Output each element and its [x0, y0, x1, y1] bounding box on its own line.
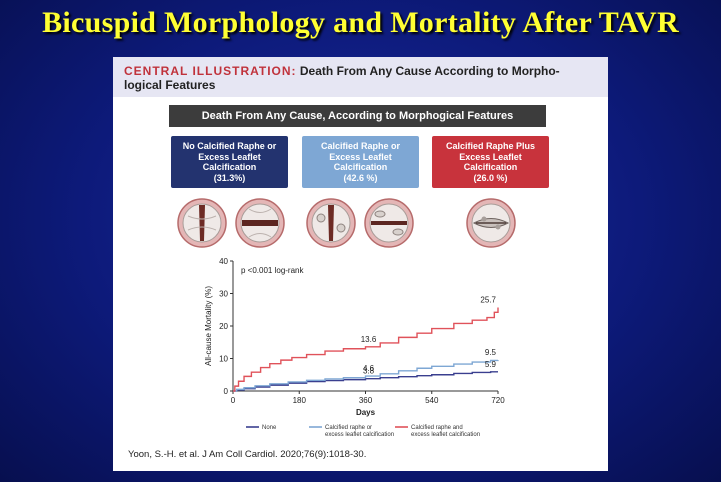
y-tick-label: 30 — [219, 290, 228, 299]
category-percent: (42.6 %) — [343, 172, 378, 183]
category-percent: (26.0 %) — [473, 172, 508, 183]
x-tick-label: 360 — [359, 396, 373, 405]
death-bar-title: Death From Any Cause, According to Morph… — [169, 105, 546, 127]
series-line — [233, 359, 499, 392]
valve-image — [466, 198, 516, 248]
category-line: Excess Leaflet — [329, 151, 392, 162]
illustration-heading: Death From Any Cause According to Morpho… — [124, 64, 560, 92]
valve-image — [364, 198, 414, 248]
data-label: 25.7 — [480, 295, 496, 304]
valve-image — [306, 198, 356, 248]
data-label: 13.6 — [361, 335, 377, 344]
citation: Yoon, S.-H. et al. J Am Coll Cardiol. 20… — [128, 449, 367, 460]
category-line: Calcified Raphe Plus — [445, 141, 536, 151]
y-axis-label: All-cause Mortality (%) — [204, 286, 213, 366]
data-labels: 3.8 5.9 4.6 9.5 13.6 25.7 — [361, 295, 497, 375]
legend-label: Calcified raphe and excess leaflet calcif… — [411, 425, 480, 438]
x-axis-label: Days — [356, 408, 376, 417]
series-lines — [233, 307, 499, 392]
series-line — [233, 307, 499, 392]
x-tick-label: 180 — [293, 396, 307, 405]
pvalue-annotation: p <0.001 log-rank — [241, 266, 304, 275]
legend-label: None — [262, 425, 277, 431]
y-tick-label: 20 — [219, 322, 228, 331]
valve-image — [235, 198, 285, 248]
category-line: Calcification — [333, 162, 388, 172]
y-tick-label: 40 — [219, 257, 228, 266]
x-ticks: 0 180 360 540 720 — [231, 391, 505, 405]
data-label: 3.8 — [363, 367, 375, 376]
x-tick-label: 720 — [491, 396, 505, 405]
y-ticks: 0 10 20 30 40 — [219, 257, 233, 396]
data-label: 9.5 — [485, 348, 497, 357]
valve-image — [177, 198, 227, 248]
category-percent: (31.3%) — [213, 172, 246, 183]
y-tick-label: 10 — [219, 355, 228, 364]
category-line: Calcified Raphe or — [320, 141, 401, 151]
category-line: No Calcified Raphe or — [182, 141, 277, 151]
legend-label: Calcified raphe or excess leaflet calcifi… — [325, 425, 394, 438]
chart-legend: None Calcified raphe or excess leaflet cal… — [246, 425, 480, 438]
category-two: Calcified Raphe Plus Excess Leaflet Calc… — [432, 136, 549, 188]
mortality-chart: 0 10 20 30 40 0 180 360 540 720 3.8 5.9 4.6 9.5 13.6… — [204, 257, 505, 438]
central-illustration-panel: CENTRAL ILLUSTRATION: Death From Any Cau… — [113, 57, 608, 471]
category-line: Calcification — [202, 162, 257, 172]
category-one: Calcified Raphe or Excess Leaflet Calcif… — [302, 136, 419, 188]
illustration-label: CENTRAL ILLUSTRATION: — [124, 64, 297, 78]
slide-title: Bicuspid Morphology and Mortality After … — [42, 6, 679, 39]
data-label: 4.6 — [363, 364, 375, 373]
x-tick-label: 0 — [231, 396, 236, 405]
illustration-header: CENTRAL ILLUSTRATION: Death From Any Cau… — [113, 57, 608, 97]
data-label: 5.9 — [485, 360, 497, 369]
category-line: Excess Leaflet — [198, 151, 261, 162]
y-tick-label: 0 — [224, 387, 229, 396]
x-tick-label: 540 — [425, 396, 439, 405]
category-line: Calcification — [463, 162, 518, 172]
category-line: Excess Leaflet — [459, 151, 522, 162]
category-none: No Calcified Raphe or Excess Leaflet Cal… — [171, 136, 288, 188]
